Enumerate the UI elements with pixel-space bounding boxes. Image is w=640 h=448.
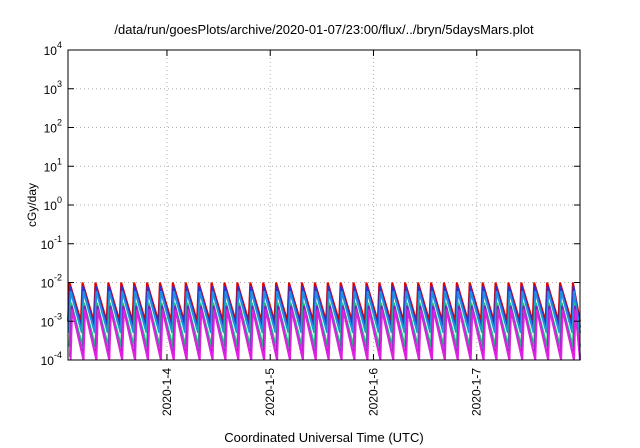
x-tick-label: 2020-1-4 xyxy=(160,368,174,416)
x-tick-label: 2020-1-6 xyxy=(366,368,380,416)
y-tick-label: 10-3 xyxy=(41,311,62,329)
y-tick-label: 10-1 xyxy=(41,234,62,252)
y-tick-label: 104 xyxy=(44,40,62,58)
x-axis: 2020-1-4 2020-1-5 2020-1-6 2020-1-7 xyxy=(160,50,484,416)
x-tick-label: 2020-1-7 xyxy=(470,368,484,416)
y-tick-label: 101 xyxy=(44,156,62,174)
y-tick-label: 102 xyxy=(44,118,62,136)
y-tick-label: 10-4 xyxy=(41,350,62,368)
y-axis: 10-4 10-3 10-2 10-1 100 101 102 103 104 xyxy=(41,40,580,368)
series-lines xyxy=(67,282,581,361)
y-tick-label: 103 xyxy=(44,79,62,97)
y-tick-label: 10-2 xyxy=(41,273,62,291)
x-axis-label: Coordinated Universal Time (UTC) xyxy=(224,430,423,445)
y-tick-label: 100 xyxy=(44,195,62,213)
chart-title: /data/run/goesPlots/archive/2020-01-07/2… xyxy=(114,22,534,37)
y-axis-label: cGy/day xyxy=(25,183,39,227)
x-tick-label: 2020-1-5 xyxy=(263,368,277,416)
